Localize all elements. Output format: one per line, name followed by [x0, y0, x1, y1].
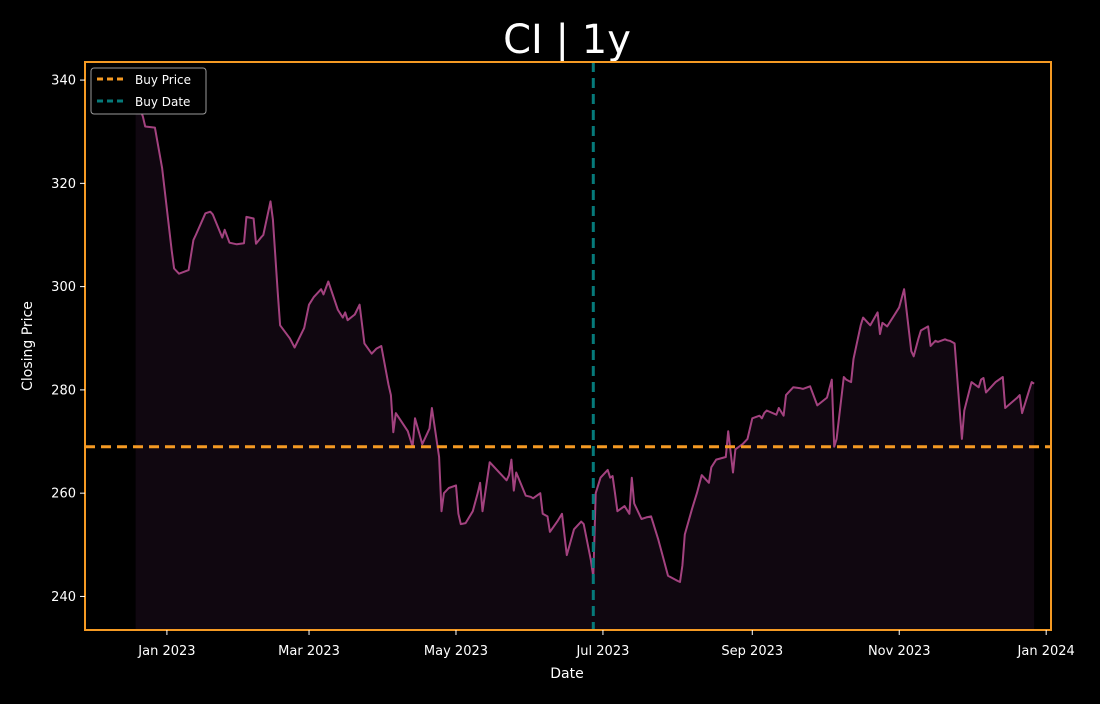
x-tick-label: Sep 2023 — [721, 644, 783, 659]
chart-title: CI | 1y — [503, 17, 631, 63]
x-axis-label: Date — [550, 666, 583, 682]
y-tick-label: 340 — [51, 74, 76, 89]
plot-area — [85, 62, 1051, 631]
price-area-fill — [135, 98, 1035, 631]
closing-price-line — [134, 97, 1035, 583]
y-axis: 240 260 280 300 320 340 — [51, 74, 85, 605]
x-tick-label: Jan 2024 — [1017, 644, 1075, 659]
y-tick-label: 320 — [51, 177, 76, 192]
axes-frame — [84, 61, 1052, 631]
legend-buy-price-label: Buy Price — [135, 73, 191, 87]
x-axis: Jan 2023 Mar 2023 May 2023 Jul 2023 Sep 2023… — [137, 630, 1075, 659]
y-tick-label: 300 — [51, 280, 76, 295]
legend-buy-date-label: Buy Date — [135, 95, 190, 109]
y-axis-label: Closing Price — [20, 301, 36, 391]
legend: Buy Price Buy Date — [90, 67, 207, 115]
y-tick-label: 260 — [51, 487, 76, 502]
y-tick-label: 240 — [51, 590, 76, 605]
x-tick-label: May 2023 — [424, 644, 488, 659]
x-tick-label: Mar 2023 — [278, 644, 340, 659]
x-tick-label: Jan 2023 — [137, 644, 195, 659]
y-tick-label: 280 — [51, 383, 76, 398]
x-tick-label: Jul 2023 — [575, 644, 629, 659]
x-tick-label: Nov 2023 — [868, 644, 931, 659]
